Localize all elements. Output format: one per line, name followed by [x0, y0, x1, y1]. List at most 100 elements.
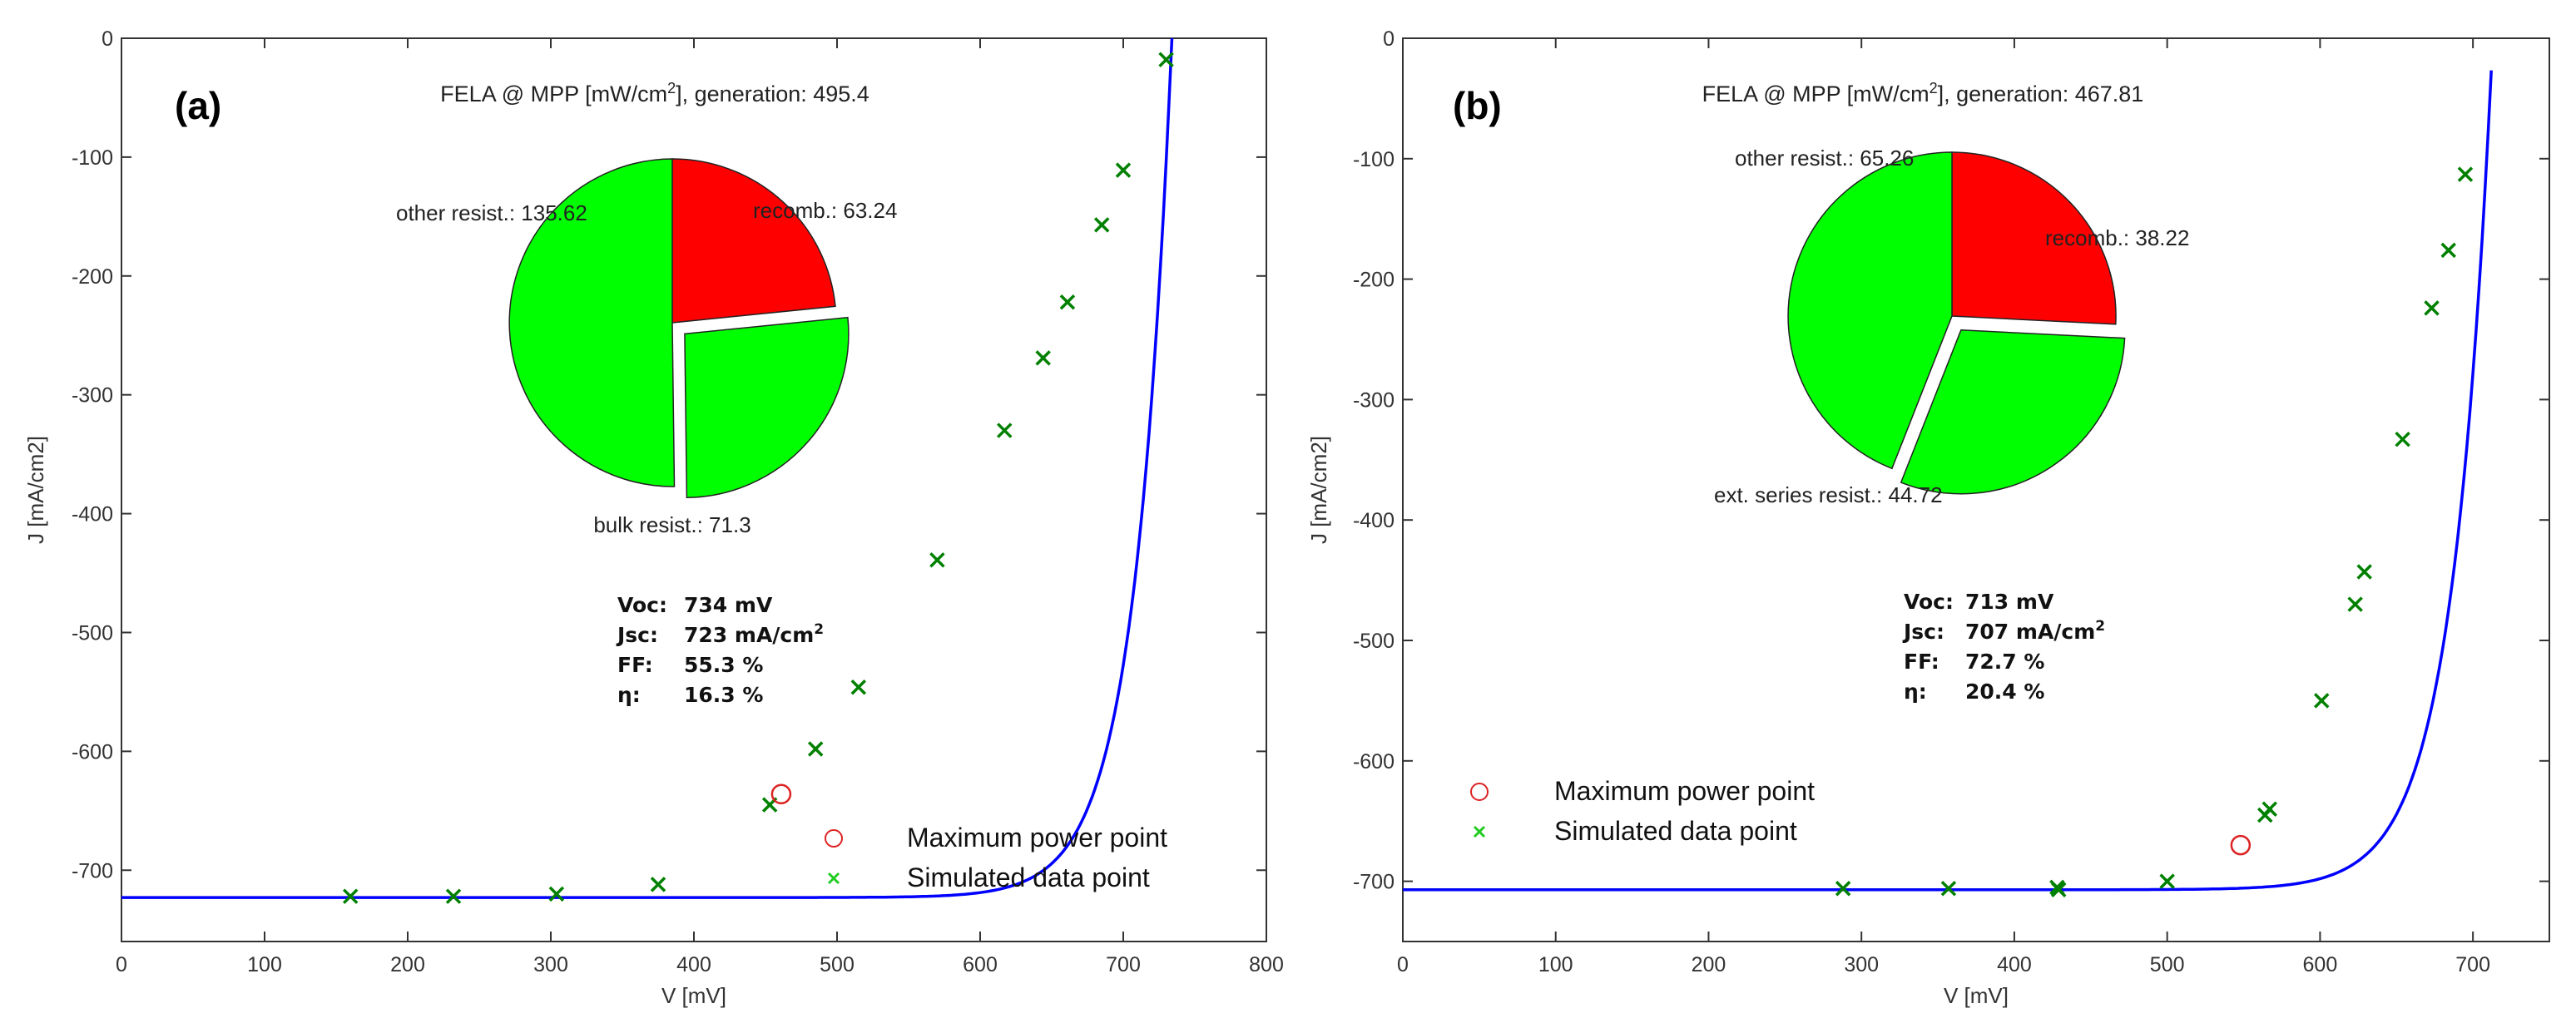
pie-slice-label: ext. series resist.: 44.72 — [1714, 482, 1943, 507]
pie-title: FELA @ MPP [mW/cm2], generation: 467.81 — [1702, 80, 2144, 106]
simulated-data-point — [2356, 564, 2372, 580]
stat-value: 707 mA/cm2 — [1965, 618, 2105, 644]
stat-key: η: — [1904, 680, 1927, 704]
stat-key: Jsc: — [1902, 620, 1944, 644]
simulated-data-point — [2159, 873, 2175, 889]
stat-key: Voc: — [1904, 590, 1954, 614]
simulated-data-point — [2347, 596, 2363, 612]
y-tick-label: -400 — [72, 503, 113, 526]
pie-slice — [1787, 151, 1953, 470]
legend-mpp-marker — [1470, 783, 1489, 801]
simulated-data-point — [1158, 52, 1174, 67]
y-tick-label: -200 — [1353, 269, 1395, 292]
simulated-data-point — [2457, 166, 2474, 182]
simulated-data-point — [1940, 881, 1957, 897]
iv-curve — [121, 37, 1174, 899]
pie-slice-label: other resist.: 135.62 — [396, 200, 587, 225]
pie-slice — [508, 158, 676, 487]
simulated-data-point — [807, 741, 824, 757]
x-tick-label: 500 — [820, 953, 855, 976]
y-tick-label: 0 — [102, 27, 113, 51]
stat-value: 734 mV — [684, 593, 773, 617]
simulated-data-point — [445, 888, 462, 904]
simulated-data-point — [548, 886, 565, 902]
x-tick-label: 600 — [2303, 953, 2338, 976]
pie-slice — [684, 316, 850, 499]
simulated-data-point — [650, 877, 666, 892]
stat-value: 72.7 % — [1965, 650, 2044, 674]
x-tick-label: 700 — [1106, 953, 1141, 976]
stat-value: 55.3 % — [684, 653, 763, 677]
chart-panel-b: 0 100 200 300 400 500 600 700 0 -100 -200 -300 -400 -… — [1306, 27, 2550, 1008]
simulated-data-point — [342, 888, 359, 904]
x-tick-label: 800 — [1249, 953, 1284, 976]
simulated-data-point — [2261, 801, 2278, 817]
legend-mpp-label: Maximum power point — [907, 823, 1167, 853]
pie-slice — [671, 158, 836, 324]
simulated-data-point — [2314, 693, 2330, 709]
x-tick-label: 0 — [116, 953, 127, 976]
x-tick-label: 100 — [247, 953, 282, 976]
pie-slice — [1951, 151, 2117, 325]
x-tick-label: 200 — [390, 953, 425, 976]
y-tick-label: -300 — [1353, 388, 1395, 412]
y-axis-label: J [mA/cm2] — [23, 436, 48, 544]
simulated-data-point — [997, 423, 1013, 438]
simulated-data-point — [2424, 300, 2440, 316]
simulated-data-point — [2395, 431, 2410, 447]
stat-value: 723 mA/cm2 — [684, 621, 824, 647]
stat-value: 16.3 % — [684, 683, 763, 707]
y-tick-label: -100 — [72, 146, 113, 170]
stat-key: FF: — [1904, 650, 1939, 674]
y-tick-label: -400 — [1353, 509, 1395, 532]
x-tick-label: 600 — [963, 953, 998, 976]
panel-label: (b) — [1453, 84, 1502, 127]
stat-key: FF: — [617, 653, 653, 677]
x-tick-label: 400 — [676, 953, 711, 976]
y-tick-label: -700 — [1353, 871, 1395, 894]
simulated-data-point — [929, 552, 945, 568]
simulated-data-point — [1115, 162, 1132, 178]
panel-label: (a) — [175, 84, 221, 127]
legend-simulated-marker — [1473, 825, 1486, 838]
x-tick-label: 0 — [1397, 953, 1409, 976]
simulated-data-point — [1059, 294, 1076, 310]
maximum-power-point — [770, 783, 792, 805]
x-tick-label: 200 — [1692, 953, 1726, 976]
y-tick-label: -300 — [72, 384, 113, 408]
x-tick-label: 700 — [2455, 953, 2490, 976]
y-tick-label: -500 — [1353, 630, 1395, 653]
stat-key: Jsc: — [616, 623, 658, 647]
legend-mpp-label: Maximum power point — [1554, 776, 1815, 806]
simulated-data-point — [1093, 217, 1110, 233]
y-tick-label: -200 — [72, 265, 113, 289]
stat-value: 713 mV — [1965, 590, 2054, 614]
maximum-power-point — [2230, 834, 2252, 856]
y-tick-label: -600 — [1353, 750, 1395, 774]
simulated-data-point — [2050, 882, 2067, 897]
stat-key: η: — [617, 683, 641, 707]
simulated-data-point — [1835, 881, 1851, 897]
pie-slice-label: recomb.: 63.24 — [753, 198, 897, 223]
simulated-data-point — [2440, 242, 2456, 259]
pie-slice-label: other resist.: 65.26 — [1735, 146, 1914, 171]
pie-slice-label: recomb.: 38.22 — [2045, 225, 2189, 250]
x-tick-label: 300 — [1844, 953, 1879, 976]
chart-panel-a: 0 100 200 300 400 500 600 700 800 0 -100 -200 -300 -4… — [23, 27, 1284, 1008]
stat-key: Voc: — [617, 593, 667, 617]
y-tick-label: -500 — [72, 621, 113, 645]
pie-slice — [1900, 329, 2126, 495]
legend-simulated-label: Simulated data point — [907, 862, 1150, 892]
x-axis-label: V [mV] — [1944, 983, 2009, 1008]
x-tick-label: 300 — [533, 953, 568, 976]
legend-simulated-marker — [827, 872, 840, 885]
x-tick-label: 100 — [1538, 953, 1573, 976]
pie-slice-label: bulk resist.: 71.3 — [593, 512, 751, 537]
stat-value: 20.4 % — [1965, 680, 2044, 704]
x-tick-label: 400 — [1997, 953, 2032, 976]
legend-mpp-marker — [825, 829, 843, 848]
y-tick-label: -100 — [1353, 148, 1395, 171]
pie-title: FELA @ MPP [mW/cm2], generation: 495.4 — [440, 80, 869, 106]
legend-simulated-label: Simulated data point — [1554, 816, 1797, 846]
